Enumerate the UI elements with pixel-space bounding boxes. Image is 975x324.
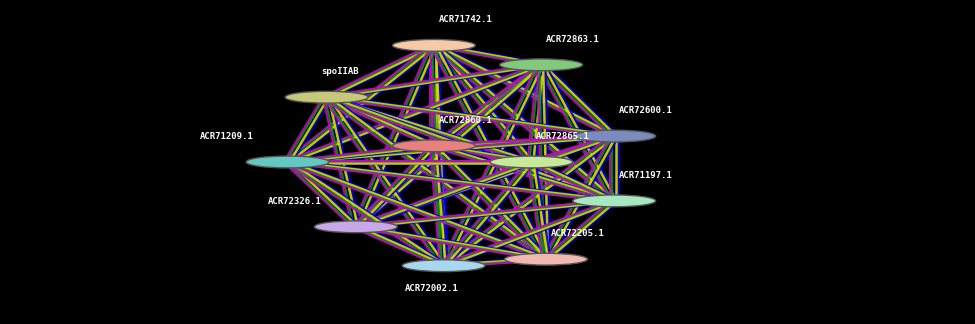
Ellipse shape	[489, 156, 573, 168]
Ellipse shape	[392, 40, 476, 51]
Text: ACR71209.1: ACR71209.1	[200, 132, 254, 141]
Text: ACR71742.1: ACR71742.1	[439, 15, 492, 24]
Text: ACR72865.1: ACR72865.1	[536, 132, 590, 141]
Ellipse shape	[573, 195, 655, 207]
Text: ACR72002.1: ACR72002.1	[405, 284, 458, 293]
Ellipse shape	[285, 91, 369, 103]
Ellipse shape	[314, 221, 398, 233]
Text: ACR72205.1: ACR72205.1	[551, 229, 604, 238]
Ellipse shape	[505, 253, 587, 265]
Text: ACR72863.1: ACR72863.1	[546, 35, 600, 44]
Text: spoIIAB: spoIIAB	[322, 67, 360, 76]
Text: ACR72600.1: ACR72600.1	[619, 106, 673, 115]
Ellipse shape	[246, 156, 330, 168]
Text: ACR72326.1: ACR72326.1	[268, 197, 322, 206]
Ellipse shape	[402, 260, 486, 272]
Text: ACR71197.1: ACR71197.1	[619, 171, 673, 180]
Ellipse shape	[499, 59, 583, 71]
Ellipse shape	[392, 140, 476, 152]
Text: ACR72860.1: ACR72860.1	[439, 116, 492, 125]
Ellipse shape	[573, 130, 655, 142]
